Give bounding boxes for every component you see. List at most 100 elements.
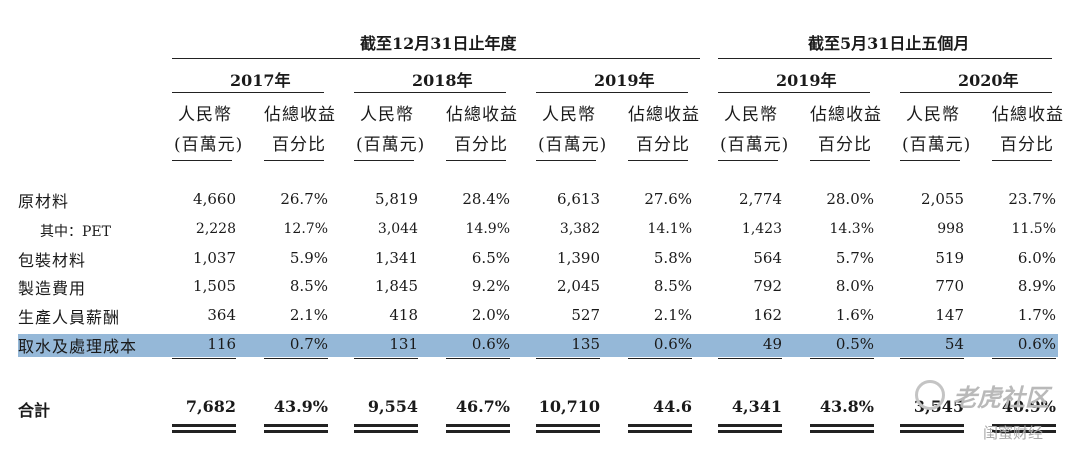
total-cell: 7,682 bbox=[185, 397, 236, 416]
table-cell: 23.7% bbox=[1008, 190, 1056, 208]
table-cell: 364 bbox=[207, 306, 236, 324]
year-underline bbox=[718, 92, 870, 93]
table-cell: 1.6% bbox=[835, 306, 874, 324]
year-underline bbox=[354, 92, 506, 93]
table-cell: 0.5% bbox=[835, 335, 874, 353]
highlight-band bbox=[18, 334, 1058, 357]
total-cell: 4,341 bbox=[731, 397, 782, 416]
watermark-main-text: 老虎社区 bbox=[953, 384, 1049, 412]
total-double-rule bbox=[992, 430, 1056, 433]
table-cell: 6.5% bbox=[471, 249, 510, 267]
year-underline bbox=[900, 92, 1052, 93]
table-cell: 8.9% bbox=[1017, 277, 1056, 295]
table-cell: 12.7% bbox=[283, 221, 328, 237]
table-cell: 1,423 bbox=[741, 221, 782, 237]
total-double-rule bbox=[810, 424, 874, 427]
table-cell: 8.5% bbox=[289, 277, 328, 295]
total-top-rule bbox=[354, 358, 418, 359]
total-top-rule bbox=[536, 358, 600, 359]
total-cell: 43.9% bbox=[273, 397, 328, 416]
row-label: 取水及處理成本 bbox=[18, 337, 138, 356]
total-double-rule bbox=[264, 424, 328, 427]
total-cell: 40.9% bbox=[1001, 397, 1056, 416]
total-double-rule bbox=[628, 424, 692, 427]
table-cell: 1.7% bbox=[1017, 306, 1056, 324]
table-cell: 527 bbox=[571, 306, 600, 324]
table-cell: 0.7% bbox=[289, 335, 328, 353]
table-cell: 519 bbox=[935, 249, 964, 267]
table-cell: 27.6% bbox=[644, 190, 692, 208]
total-double-rule bbox=[172, 430, 236, 433]
table-cell: 2,228 bbox=[195, 221, 236, 237]
column-subheader: 佔總收益 bbox=[992, 105, 1064, 125]
column-underline bbox=[810, 160, 870, 161]
total-double-rule bbox=[264, 430, 328, 433]
year-header: 2019年 bbox=[594, 71, 655, 90]
group-underline-years bbox=[172, 58, 700, 59]
year-header: 2020年 bbox=[958, 71, 1019, 90]
column-subheader: (百萬元) bbox=[902, 135, 972, 155]
column-subheader: 百分比 bbox=[636, 135, 690, 155]
table-cell: 162 bbox=[753, 306, 782, 324]
total-double-rule bbox=[992, 424, 1056, 427]
table-cell: 5.8% bbox=[653, 249, 692, 267]
total-double-rule bbox=[446, 430, 510, 433]
table-cell: 5.9% bbox=[289, 249, 328, 267]
total-top-rule bbox=[992, 358, 1056, 359]
year-header: 2018年 bbox=[412, 71, 473, 90]
table-cell: 6,613 bbox=[557, 190, 600, 208]
total-double-rule bbox=[810, 430, 874, 433]
table-cell: 4,660 bbox=[193, 190, 236, 208]
total-double-rule bbox=[718, 424, 782, 427]
table-cell: 8.0% bbox=[835, 277, 874, 295]
table-cell: 11.5% bbox=[1011, 221, 1056, 237]
column-subheader: (百萬元) bbox=[720, 135, 790, 155]
total-double-rule bbox=[354, 430, 418, 433]
year-header: 2019年 bbox=[776, 71, 837, 90]
table-cell: 147 bbox=[935, 306, 964, 324]
column-subheader: 佔總收益 bbox=[810, 105, 882, 125]
table-cell: 1,037 bbox=[193, 249, 236, 267]
column-subheader: (百萬元) bbox=[356, 135, 426, 155]
group-header-years: 截至12月31日止年度 bbox=[360, 34, 517, 53]
total-cell: 10,710 bbox=[538, 397, 600, 416]
table-cell: 8.5% bbox=[653, 277, 692, 295]
table-cell: 770 bbox=[935, 277, 964, 295]
table-cell: 792 bbox=[753, 277, 782, 295]
total-cell: 44.6 bbox=[653, 397, 692, 416]
group-header-five-months: 截至5月31日止五個月 bbox=[808, 34, 970, 53]
column-underline bbox=[992, 160, 1052, 161]
total-double-rule bbox=[900, 424, 964, 427]
total-top-rule bbox=[172, 358, 236, 359]
total-cell: 46.7% bbox=[455, 397, 510, 416]
column-subheader: 人民幣 bbox=[724, 105, 778, 125]
total-top-rule bbox=[628, 358, 692, 359]
table-cell: 9.2% bbox=[471, 277, 510, 295]
table-cell: 14.3% bbox=[829, 221, 874, 237]
column-underline bbox=[628, 160, 688, 161]
total-double-rule bbox=[354, 424, 418, 427]
column-subheader: 百分比 bbox=[818, 135, 872, 155]
table-cell: 2.1% bbox=[653, 306, 692, 324]
total-double-rule bbox=[536, 430, 600, 433]
row-label: 生產人員薪酬 bbox=[18, 308, 121, 327]
column-subheader: 百分比 bbox=[454, 135, 508, 155]
column-subheader: (百萬元) bbox=[538, 135, 608, 155]
column-underline bbox=[718, 160, 778, 161]
column-underline bbox=[172, 160, 232, 161]
column-subheader: 佔總收益 bbox=[628, 105, 700, 125]
column-subheader: 人民幣 bbox=[906, 105, 960, 125]
total-double-rule bbox=[172, 424, 236, 427]
row-label: 其中：PET bbox=[40, 224, 111, 240]
table-cell: 5,819 bbox=[375, 190, 418, 208]
table-cell: 2.1% bbox=[289, 306, 328, 324]
column-underline bbox=[900, 160, 960, 161]
column-underline bbox=[536, 160, 596, 161]
watermark: 老虎社区 闺蜜财经 bbox=[915, 378, 1065, 448]
year-underline bbox=[536, 92, 688, 93]
column-underline bbox=[264, 160, 324, 161]
column-underline bbox=[354, 160, 414, 161]
table-cell: 135 bbox=[571, 335, 600, 353]
column-subheader: 佔總收益 bbox=[264, 105, 336, 125]
table-cell: 26.7% bbox=[280, 190, 328, 208]
